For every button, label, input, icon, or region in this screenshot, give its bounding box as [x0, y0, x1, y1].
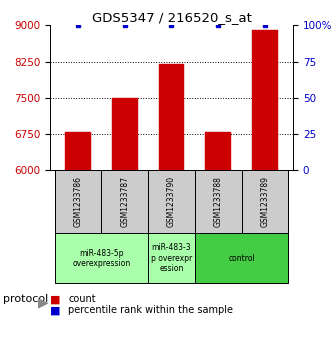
Text: miR-483-5p
overexpression: miR-483-5p overexpression	[72, 249, 131, 268]
Bar	[55, 170, 101, 233]
Text: ■: ■	[50, 305, 61, 315]
Bar	[65, 131, 91, 170]
Text: count: count	[68, 294, 96, 305]
Text: protocol: protocol	[3, 294, 49, 305]
Bar	[195, 170, 242, 233]
Bar	[159, 64, 184, 170]
Text: ■: ■	[50, 294, 61, 305]
Text: control: control	[228, 254, 255, 263]
Bar	[55, 233, 148, 283]
Bar	[112, 98, 138, 170]
Text: GSM1233786: GSM1233786	[74, 176, 83, 227]
Text: GSM1233790: GSM1233790	[167, 176, 176, 227]
Bar	[148, 233, 195, 283]
Text: miR-483-3
p overexpr
ession: miR-483-3 p overexpr ession	[151, 243, 192, 273]
Bar	[242, 170, 288, 233]
Text: ▶: ▶	[38, 295, 49, 309]
Text: GSM1233788: GSM1233788	[214, 176, 223, 227]
Text: percentile rank within the sample: percentile rank within the sample	[68, 305, 233, 315]
Bar	[148, 170, 195, 233]
Text: GSM1233789: GSM1233789	[260, 176, 269, 227]
Text: GSM1233787: GSM1233787	[120, 176, 129, 227]
Bar	[101, 170, 148, 233]
Bar	[195, 233, 288, 283]
Bar	[252, 30, 278, 170]
Bar	[205, 131, 231, 170]
Title: GDS5347 / 216520_s_at: GDS5347 / 216520_s_at	[92, 11, 251, 24]
